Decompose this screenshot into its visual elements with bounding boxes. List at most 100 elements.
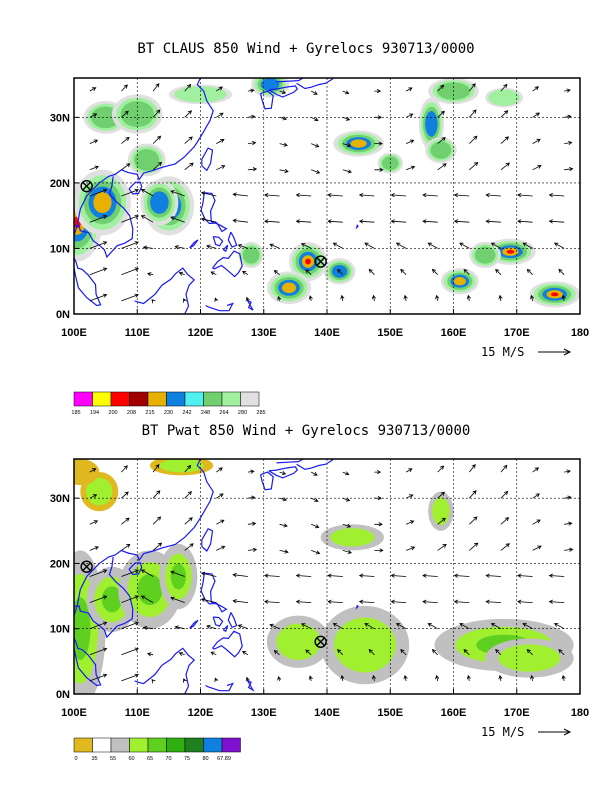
- wind-arrow: [247, 167, 258, 172]
- wind-arrow: [532, 112, 541, 118]
- wind-arrow: [277, 295, 282, 302]
- wind-arrow: [558, 649, 565, 656]
- wind-arrow: [342, 90, 350, 95]
- wind-arrow: [184, 543, 194, 551]
- wind-arrow: [358, 219, 375, 224]
- pwat-shading: [74, 459, 574, 694]
- wind-arrow: [140, 595, 154, 603]
- wind-arrow: [242, 270, 249, 276]
- wind-arrow: [463, 649, 470, 656]
- colorbar-label: 55: [110, 756, 116, 762]
- colorbar-label: 230: [164, 410, 173, 416]
- wind-arrow: [517, 193, 533, 198]
- y-tick-label: 0N: [56, 689, 70, 701]
- gyre-cross: [316, 257, 326, 266]
- cloud-shading: [74, 78, 580, 308]
- wind-arrow: [184, 162, 194, 171]
- wind-arrow: [403, 674, 408, 681]
- wind-arrow: [548, 193, 565, 198]
- gridlines: [74, 459, 580, 694]
- pwat-contour: [330, 528, 375, 547]
- wind-arrow: [500, 136, 510, 144]
- y-tick-label: 10N: [50, 624, 70, 636]
- wind-arrow: [121, 595, 139, 603]
- wind-arrow: [500, 490, 509, 499]
- wind-arrow: [247, 140, 257, 146]
- y-tick-label: 0N: [56, 309, 70, 321]
- wind-arrow: [453, 193, 470, 198]
- x-tick-label: 130E: [251, 327, 277, 339]
- wind-arrow: [395, 623, 407, 630]
- coastline: [296, 459, 334, 471]
- wind-arrow: [89, 673, 108, 682]
- wind-arrow: [89, 595, 108, 603]
- coastline: [134, 647, 196, 694]
- wind-arrow: [89, 241, 108, 249]
- wind-arrow: [358, 599, 375, 604]
- wind-arrow: [89, 293, 108, 302]
- wind-arrow: [390, 573, 407, 578]
- gyre-marker: [314, 635, 327, 648]
- panel-2: 30N 20N 10N 0N 100E 110E 120E 130E 140E 150E 160E 1…: [50, 458, 589, 762]
- coastline: [201, 147, 214, 172]
- cloud-contour: [430, 141, 452, 159]
- wind-arrow: [210, 651, 217, 656]
- reference-vector-label: 15 M/S: [481, 345, 524, 359]
- wind-arrow: [273, 269, 280, 276]
- wind-arrow: [183, 298, 187, 303]
- wind-arrow: [435, 294, 440, 301]
- wind-arrow: [232, 572, 248, 578]
- coastline: [74, 78, 214, 236]
- pwat-contour: [74, 459, 100, 486]
- wind-arrow: [405, 87, 413, 92]
- coastline: [200, 572, 228, 613]
- wind-arrow: [206, 624, 217, 630]
- wind-arrow: [500, 162, 510, 171]
- wind-arrow: [332, 242, 343, 249]
- colorbar: 0 35 55 60 65 70 75 80 67.89: [73, 737, 241, 762]
- gyre-circle: [80, 179, 93, 193]
- wind-arrow: [337, 649, 344, 656]
- wind-arrow: [170, 596, 185, 603]
- wind-arrow: [405, 520, 415, 525]
- wind-arrow: [200, 191, 217, 197]
- wind-arrow: [311, 497, 319, 502]
- cloud-contour: [260, 78, 280, 91]
- wind-arrow: [89, 188, 108, 197]
- wind-arrow: [342, 116, 351, 121]
- wind-arrow: [358, 573, 375, 578]
- wind-arrow: [495, 649, 502, 656]
- wind-arrow: [277, 675, 282, 682]
- wind-arrow: [437, 137, 446, 144]
- coastline: [128, 562, 143, 576]
- panel-2-title: BT Pwat 850 Wind + Gyrelocs 930713/0000: [141, 423, 471, 439]
- wind-arrow: [374, 115, 383, 120]
- wind-arrow: [311, 471, 318, 476]
- wind-arrow: [121, 84, 128, 92]
- wind-arrow: [564, 521, 573, 526]
- wind-arrow: [532, 86, 540, 92]
- wind-arrow: [500, 464, 508, 473]
- wind-arrow: [269, 243, 280, 249]
- coastline: [222, 625, 229, 633]
- wind-arrow: [469, 490, 477, 499]
- pwat-contour: [498, 644, 561, 672]
- pwat-contour: [333, 617, 396, 673]
- wind-arrow: [121, 517, 130, 525]
- colorbar-label: 248: [201, 410, 210, 416]
- wind-arrow: [490, 242, 502, 249]
- wind-arrow: [200, 597, 217, 603]
- wind-arrow: [121, 543, 131, 551]
- wind-arrow: [279, 523, 288, 528]
- wind-arrow: [152, 161, 163, 171]
- wind-arrow: [247, 88, 255, 93]
- gyre-marker: [80, 179, 93, 193]
- wind-arrow: [548, 219, 565, 224]
- wind-arrow: [427, 242, 438, 249]
- wind-arrow: [532, 493, 541, 499]
- wind-arrow: [342, 549, 352, 554]
- wind-arrow: [89, 139, 99, 144]
- wind-arrow: [327, 193, 343, 198]
- colorbar-label: 208: [127, 410, 136, 416]
- wind-arrow: [121, 569, 139, 577]
